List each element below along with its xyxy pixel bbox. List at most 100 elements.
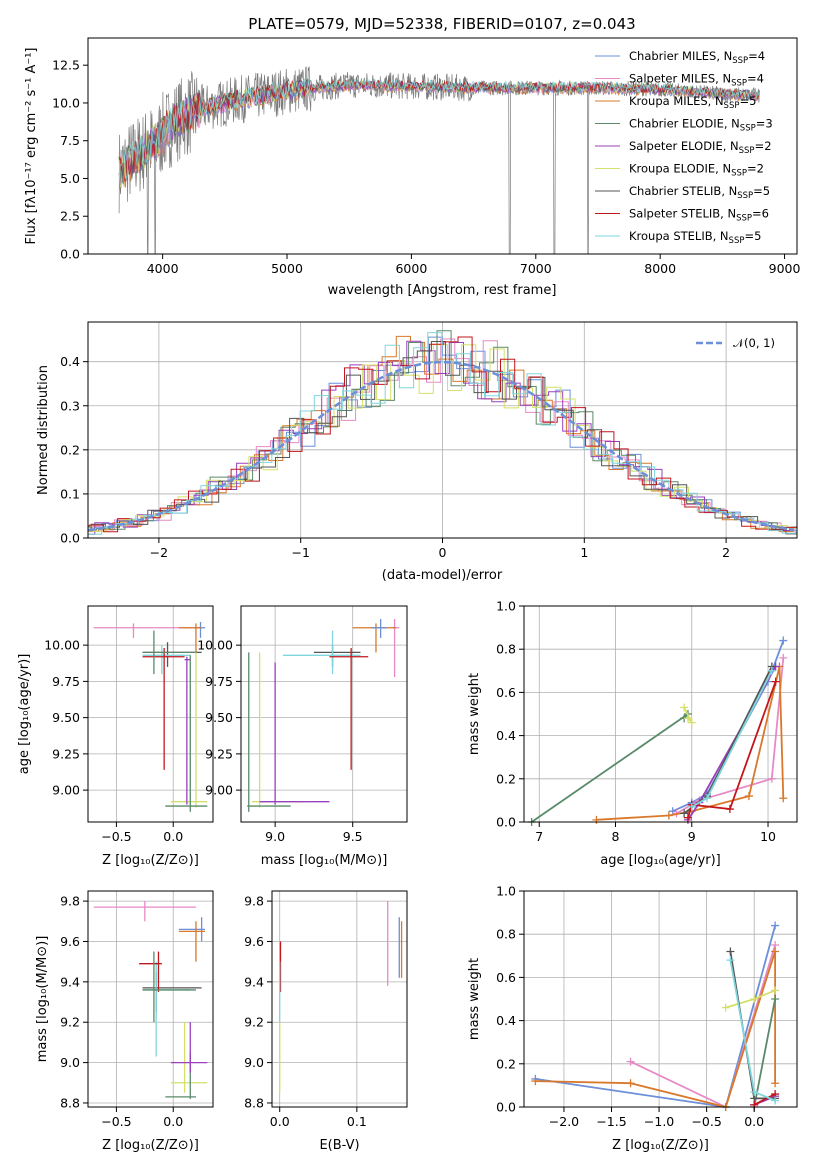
y-tick-label: 9.6 xyxy=(244,934,264,949)
weight-marker xyxy=(771,1079,780,1088)
y-tick-label: 2.5 xyxy=(60,209,80,224)
y-tick-label: 0.4 xyxy=(496,728,516,743)
y-tick-label: 8.8 xyxy=(244,1095,264,1110)
weight-marker xyxy=(767,666,776,675)
x-tick-label: −1.5 xyxy=(596,1114,626,1129)
y-tick-label: 0.1 xyxy=(60,486,80,501)
x-tick-label: 0.0 xyxy=(744,1114,764,1129)
x-tick-label: −2.0 xyxy=(549,1114,579,1129)
y-tick-label: 10.0 xyxy=(52,95,80,110)
y-tick-label: 8.8 xyxy=(60,1095,80,1110)
x-tick-label: 0.0 xyxy=(163,1114,183,1129)
weight-marker xyxy=(771,986,780,995)
weight-line xyxy=(753,998,776,1108)
y-tick-label: 9.00 xyxy=(205,783,233,798)
x-tick-label: −0.5 xyxy=(101,1114,131,1129)
weight-marker xyxy=(721,1003,730,1012)
histogram-ylabel: Normed distribution xyxy=(36,365,51,495)
mass-vs-extinction-panel: 0.0 0.1 8.8 9.0 9.2 9.4 9.6 9.8 E(B-V) xyxy=(244,890,408,1153)
panel-frame xyxy=(240,605,408,823)
legend-label: Salpeter MILES, NSSP=4 xyxy=(629,72,764,89)
x-tick-label: 1 xyxy=(580,545,588,560)
weight-marker xyxy=(626,1057,635,1066)
panel-frame xyxy=(523,605,798,823)
x-tick-label: −1.0 xyxy=(644,1114,674,1129)
x-axis-label: mass [log₁₀(M/M⊙)] xyxy=(261,853,388,868)
spectrum-legend: Chabrier MILES, NSSP=4 Salpeter MILES, NS… xyxy=(595,49,773,246)
y-tick-label: 0.0 xyxy=(496,1100,516,1115)
chart-title: PLATE=0579, MJD=52338, FIBERID=0107, z=0… xyxy=(248,15,635,33)
weight-marker xyxy=(771,947,780,956)
spectrum-xlabel: wavelength [Angstrom, rest frame] xyxy=(328,283,557,298)
y-tick-label: 9.2 xyxy=(244,1015,264,1030)
y-tick-label: 5.0 xyxy=(60,171,80,186)
weight-marker xyxy=(750,995,759,1003)
weight-marker xyxy=(703,794,712,803)
histogram-series xyxy=(88,341,797,535)
x-tick-label: 8 xyxy=(612,829,620,844)
y-tick-label: 9.8 xyxy=(244,894,264,909)
x-axis-label: Z [log₁₀(Z/Z⊙)] xyxy=(102,853,199,868)
x-tick-label: 7 xyxy=(535,829,543,844)
weight-marker xyxy=(683,813,692,822)
y-tick-label: 1.0 xyxy=(496,599,516,614)
weight-marker xyxy=(726,947,735,956)
panel-frame xyxy=(87,890,214,1108)
weight-marker xyxy=(750,1087,759,1096)
y-tick-label: 0.8 xyxy=(496,642,516,657)
legend-label: Salpeter STELIB, NSSP=6 xyxy=(629,207,769,224)
y-tick-label: 0.2 xyxy=(496,1056,516,1071)
weight-marker xyxy=(592,815,601,824)
y-axis-label: mass weight xyxy=(467,673,482,755)
x-tick-label: 4000 xyxy=(147,261,179,276)
weight-marker xyxy=(779,794,788,803)
legend-label: Chabrier STELIB, NSSP=5 xyxy=(629,184,770,201)
x-tick-label: 5000 xyxy=(271,261,303,276)
histogram-xlabel: (data-model)/error xyxy=(382,568,503,583)
x-tick-label: −1 xyxy=(291,545,309,560)
y-tick-label: 0.0 xyxy=(60,531,80,546)
y-tick-label: 9.4 xyxy=(244,974,264,989)
normal-reference-curve xyxy=(87,360,795,532)
y-tick-label: 9.50 xyxy=(52,710,80,725)
y-tick-label: 0.8 xyxy=(496,927,516,942)
y-axis-label: age [log₁₀(age/yr)] xyxy=(17,654,32,775)
panel-frame xyxy=(271,890,408,1108)
y-tick-label: 9.0 xyxy=(244,1055,264,1070)
weight-marker xyxy=(744,792,753,801)
y-tick-label: 0.2 xyxy=(60,442,80,457)
y-tick-label: 10.00 xyxy=(44,638,80,653)
y-tick-label: 0.6 xyxy=(496,685,516,700)
histogram-series xyxy=(88,336,797,533)
x-axis-label: age [log₁₀(age/yr)] xyxy=(600,853,721,868)
age-vs-metallicity-panel: −0.5 0.0 9.00 9.25 9.50 9.75 10.00 Z [log₁₀(Z/Z… xyxy=(17,605,214,868)
weight-line xyxy=(531,713,689,823)
y-axis-label: mass [log₁₀(M/M⊙)] xyxy=(35,936,50,1063)
weight-marker xyxy=(680,809,689,818)
y-tick-label: 0.0 xyxy=(496,815,516,830)
y-tick-label: 9.0 xyxy=(60,1055,80,1070)
weight-line xyxy=(753,1093,776,1106)
weight-marker xyxy=(771,921,780,930)
weight-line xyxy=(672,640,785,813)
weight-marker xyxy=(771,677,780,686)
y-tick-label: 12.5 xyxy=(52,58,80,73)
weight-marker xyxy=(687,802,696,811)
x-axis-label: Z [log₁₀(Z/Z⊙)] xyxy=(102,1138,199,1153)
y-tick-label: 7.5 xyxy=(60,133,80,148)
x-tick-label: 7000 xyxy=(520,261,552,276)
legend-label: Kroupa MILES, NSSP=5 xyxy=(629,94,756,111)
spectrum-lines xyxy=(118,66,760,255)
legend-label: Chabrier ELODIE, NSSP=3 xyxy=(629,117,773,134)
y-tick-label: 0.6 xyxy=(496,970,516,985)
y-tick-label: 0.2 xyxy=(496,771,516,786)
x-tick-label: 8000 xyxy=(644,261,676,276)
spectrum-panel: PLATE=0579, MJD=52338, FIBERID=0107, z=0… xyxy=(24,15,801,298)
y-tick-label: 0.4 xyxy=(60,354,80,369)
weight-marker xyxy=(771,995,780,1003)
x-tick-label: 0 xyxy=(439,545,447,560)
weight-marker xyxy=(687,718,696,727)
weight-marker xyxy=(531,1077,540,1086)
x-tick-label: −0.5 xyxy=(691,1114,721,1129)
